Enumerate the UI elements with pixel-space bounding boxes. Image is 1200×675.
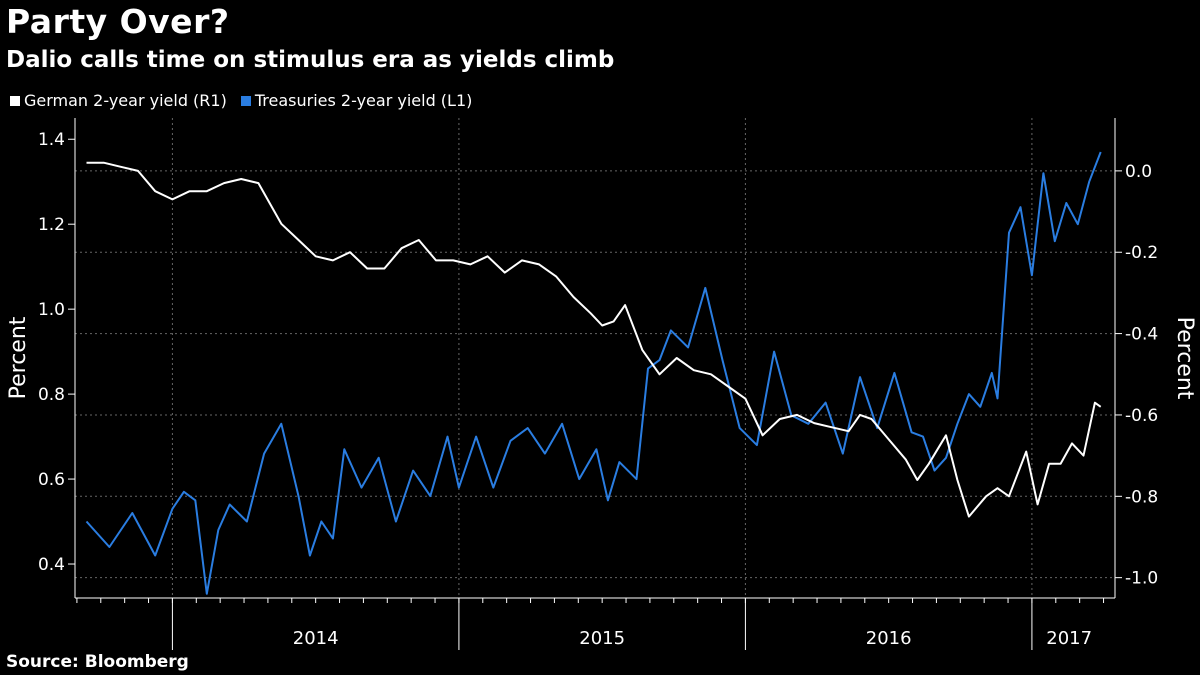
- x-tick-label: 2016: [866, 628, 912, 649]
- chart-title: Party Over?: [6, 2, 230, 41]
- series-line-german: [86, 161, 1102, 518]
- right-tick-label: -0.2: [1125, 243, 1158, 263]
- legend-swatch-german: [10, 95, 20, 106]
- right-tick-label: -0.6: [1125, 406, 1158, 426]
- right-tick-label: -0.8: [1125, 487, 1158, 507]
- left-tick-label: 0.4: [38, 555, 65, 575]
- source-note: Source: Bloomberg: [6, 652, 189, 672]
- x-tick-label: 2015: [579, 628, 625, 649]
- legend-item-treasuries: Treasuries 2-year yield (L1): [240, 91, 473, 110]
- right-axis-title: Percent: [1172, 317, 1197, 400]
- series-line-treasuries: [85, 151, 1102, 595]
- right-tick-label: -0.4: [1125, 325, 1158, 345]
- right-tick-label: -1.0: [1125, 569, 1158, 589]
- left-tick-label: 1.2: [38, 215, 65, 235]
- left-tick-label: 1.4: [38, 130, 65, 150]
- left-axis-title: Percent: [6, 316, 31, 399]
- legend-item-german: German 2-year yield (R1): [10, 91, 227, 110]
- legend: German 2-year yield (R1) Treasuries 2-ye…: [10, 91, 472, 110]
- left-tick-label: 0.8: [38, 385, 65, 405]
- left-tick-label: 0.6: [38, 470, 65, 490]
- axes: 1.4 1.2 1.0 0.8 0.6 0.4 0.0 -0.2 -0.4 -0.6 -0.8 -1.…: [6, 118, 1197, 650]
- right-tick-label: 0.0: [1125, 162, 1152, 182]
- series-lines: [85, 151, 1102, 595]
- legend-swatch-treasuries: [240, 95, 251, 106]
- x-tick-label: 2017: [1046, 628, 1092, 649]
- chart-subtitle: Dalio calls time on stimulus era as yiel…: [6, 47, 615, 73]
- legend-label-treasuries: Treasuries 2-year yield (L1): [254, 91, 473, 110]
- legend-label-german: German 2-year yield (R1): [24, 91, 227, 110]
- gridlines: [75, 118, 1115, 598]
- left-tick-label: 1.0: [38, 300, 65, 320]
- x-tick-label: 2014: [293, 628, 339, 649]
